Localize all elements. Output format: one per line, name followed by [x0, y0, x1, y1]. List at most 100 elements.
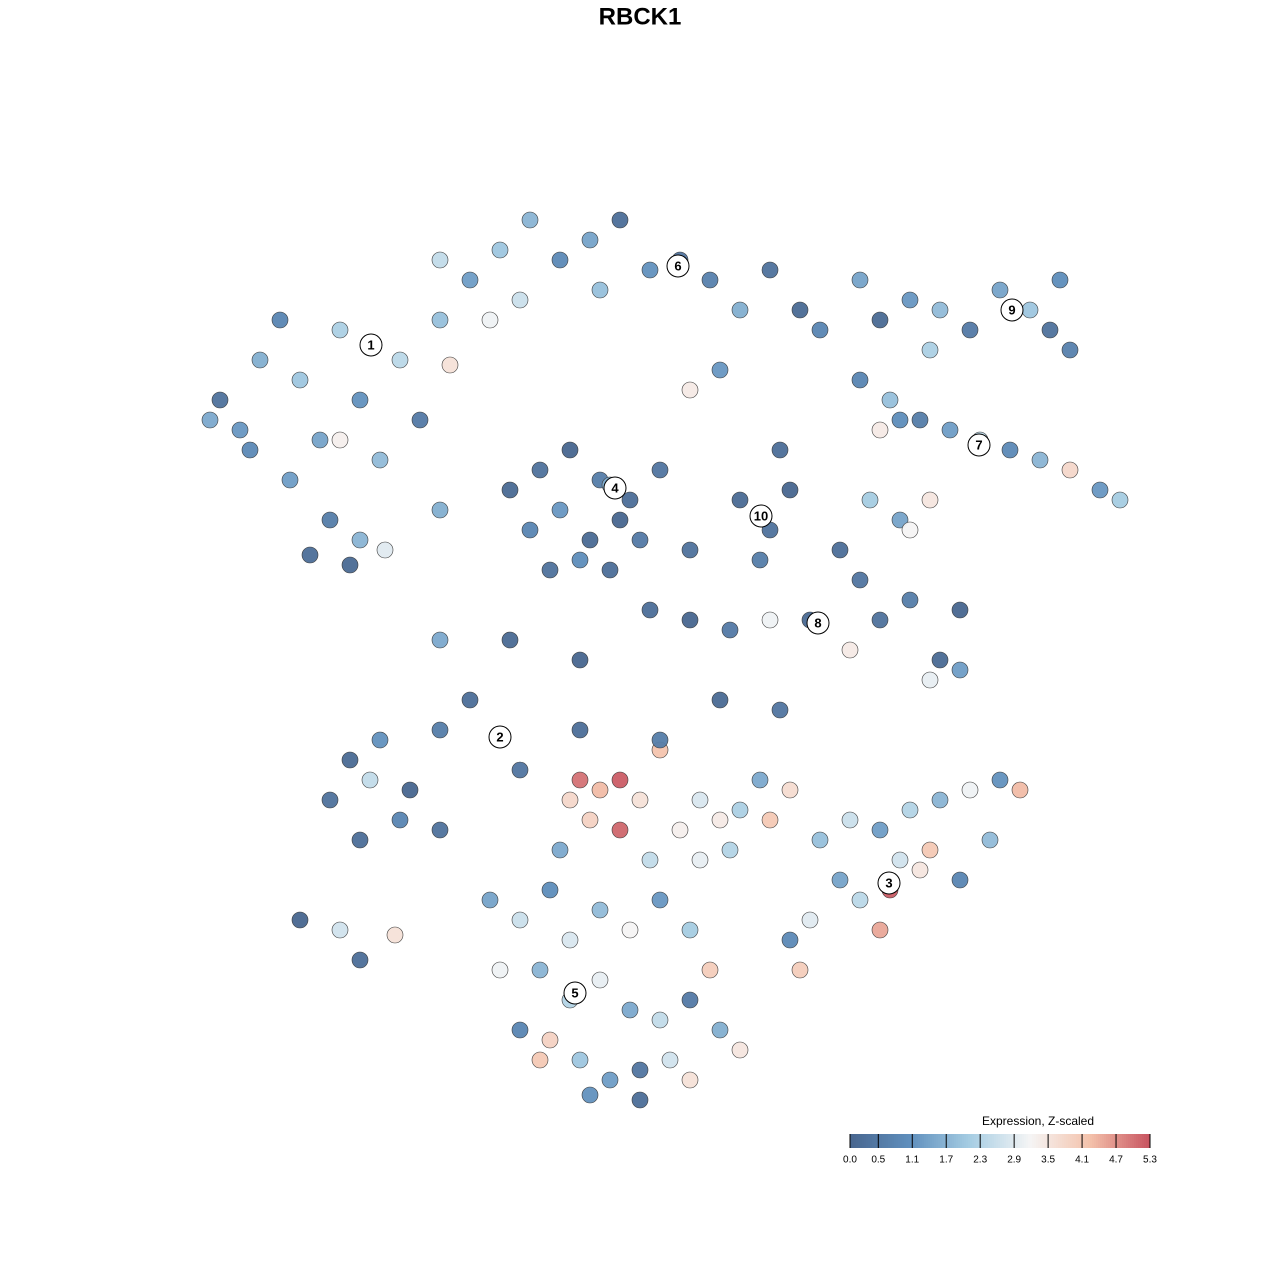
cluster-label-badge	[877, 871, 901, 895]
point	[951, 601, 969, 619]
point	[681, 1071, 699, 1089]
colorbar-segment	[904, 1134, 907, 1148]
point	[851, 371, 869, 389]
cluster-label: 8	[814, 615, 821, 630]
point	[841, 641, 859, 659]
point	[1051, 271, 1069, 289]
point	[791, 301, 809, 319]
colorbar-tick-label: 3.5	[1041, 1155, 1055, 1166]
colorbar-segment	[892, 1134, 895, 1148]
point	[1041, 321, 1059, 339]
colorbar-segment	[1054, 1134, 1057, 1148]
point	[581, 531, 599, 549]
point	[681, 541, 699, 559]
colorbar-segment	[1044, 1134, 1047, 1148]
colorbar-segment	[1108, 1134, 1111, 1148]
point	[1001, 441, 1019, 459]
colorbar-segment	[902, 1134, 905, 1148]
point	[591, 281, 609, 299]
point	[481, 311, 499, 329]
point	[731, 491, 749, 509]
point	[391, 811, 409, 829]
point	[871, 421, 889, 439]
point	[461, 271, 479, 289]
colorbar-segment	[906, 1134, 909, 1148]
point	[331, 321, 349, 339]
point	[351, 531, 369, 549]
colorbar-segment	[850, 1134, 853, 1148]
colorbar-segment	[974, 1134, 977, 1148]
point	[681, 991, 699, 1009]
colorbar-segment	[986, 1134, 989, 1148]
point	[711, 691, 729, 709]
point	[571, 551, 589, 569]
point	[871, 311, 889, 329]
colorbar-segment	[1082, 1134, 1085, 1148]
colorbar-segment	[866, 1134, 869, 1148]
point	[651, 461, 669, 479]
point	[921, 841, 939, 859]
point	[981, 831, 999, 849]
colorbar-segment	[1058, 1134, 1061, 1148]
point	[901, 521, 919, 539]
colorbar-segment	[952, 1134, 955, 1148]
point	[431, 251, 449, 269]
point	[851, 571, 869, 589]
colorbar-segment	[988, 1134, 991, 1148]
colorbar-segment	[1084, 1134, 1087, 1148]
point	[711, 811, 729, 829]
colorbar-segment	[870, 1134, 873, 1148]
point	[291, 911, 309, 929]
point	[781, 481, 799, 499]
colorbar-tick-label: 0.0	[843, 1155, 857, 1166]
point	[571, 1051, 589, 1069]
colorbar-segment	[1022, 1134, 1025, 1148]
point	[631, 791, 649, 809]
point	[621, 1001, 639, 1019]
point	[521, 521, 539, 539]
colorbar-segment	[896, 1134, 899, 1148]
colorbar-segment	[1094, 1134, 1097, 1148]
colorbar-segment	[864, 1134, 867, 1148]
point	[621, 921, 639, 939]
point	[391, 351, 409, 369]
point	[571, 651, 589, 669]
point	[291, 371, 309, 389]
point	[771, 701, 789, 719]
point	[731, 1041, 749, 1059]
colorbar-segment	[910, 1134, 913, 1148]
colorbar-tick-label: 1.7	[939, 1155, 953, 1166]
colorbar-segment	[1090, 1134, 1093, 1148]
colorbar-segment	[934, 1134, 937, 1148]
colorbar-segment	[1012, 1134, 1015, 1148]
point	[901, 291, 919, 309]
colorbar-segment	[960, 1134, 963, 1148]
colorbar-segment	[956, 1134, 959, 1148]
colorbar-segment	[926, 1134, 929, 1148]
cluster-label: 10	[754, 508, 768, 523]
point	[801, 911, 819, 929]
point	[721, 621, 739, 639]
point	[601, 1071, 619, 1089]
colorbar-segment	[898, 1134, 901, 1148]
point	[561, 931, 579, 949]
point	[681, 921, 699, 939]
point	[771, 441, 789, 459]
point	[921, 671, 939, 689]
colorbar-segment	[878, 1134, 881, 1148]
point	[401, 781, 419, 799]
cluster-label: 7	[975, 437, 982, 452]
point	[661, 1051, 679, 1069]
point	[631, 1061, 649, 1079]
colorbar-segment	[976, 1134, 979, 1148]
point	[931, 651, 949, 669]
point	[591, 901, 609, 919]
point	[1111, 491, 1129, 509]
colorbar-segment	[1034, 1134, 1037, 1148]
point	[481, 891, 499, 909]
colorbar-tick-label: 0.5	[871, 1155, 885, 1166]
point	[921, 491, 939, 509]
colorbar-segment	[1114, 1134, 1117, 1148]
point	[831, 871, 849, 889]
colorbar-segment	[1106, 1134, 1109, 1148]
